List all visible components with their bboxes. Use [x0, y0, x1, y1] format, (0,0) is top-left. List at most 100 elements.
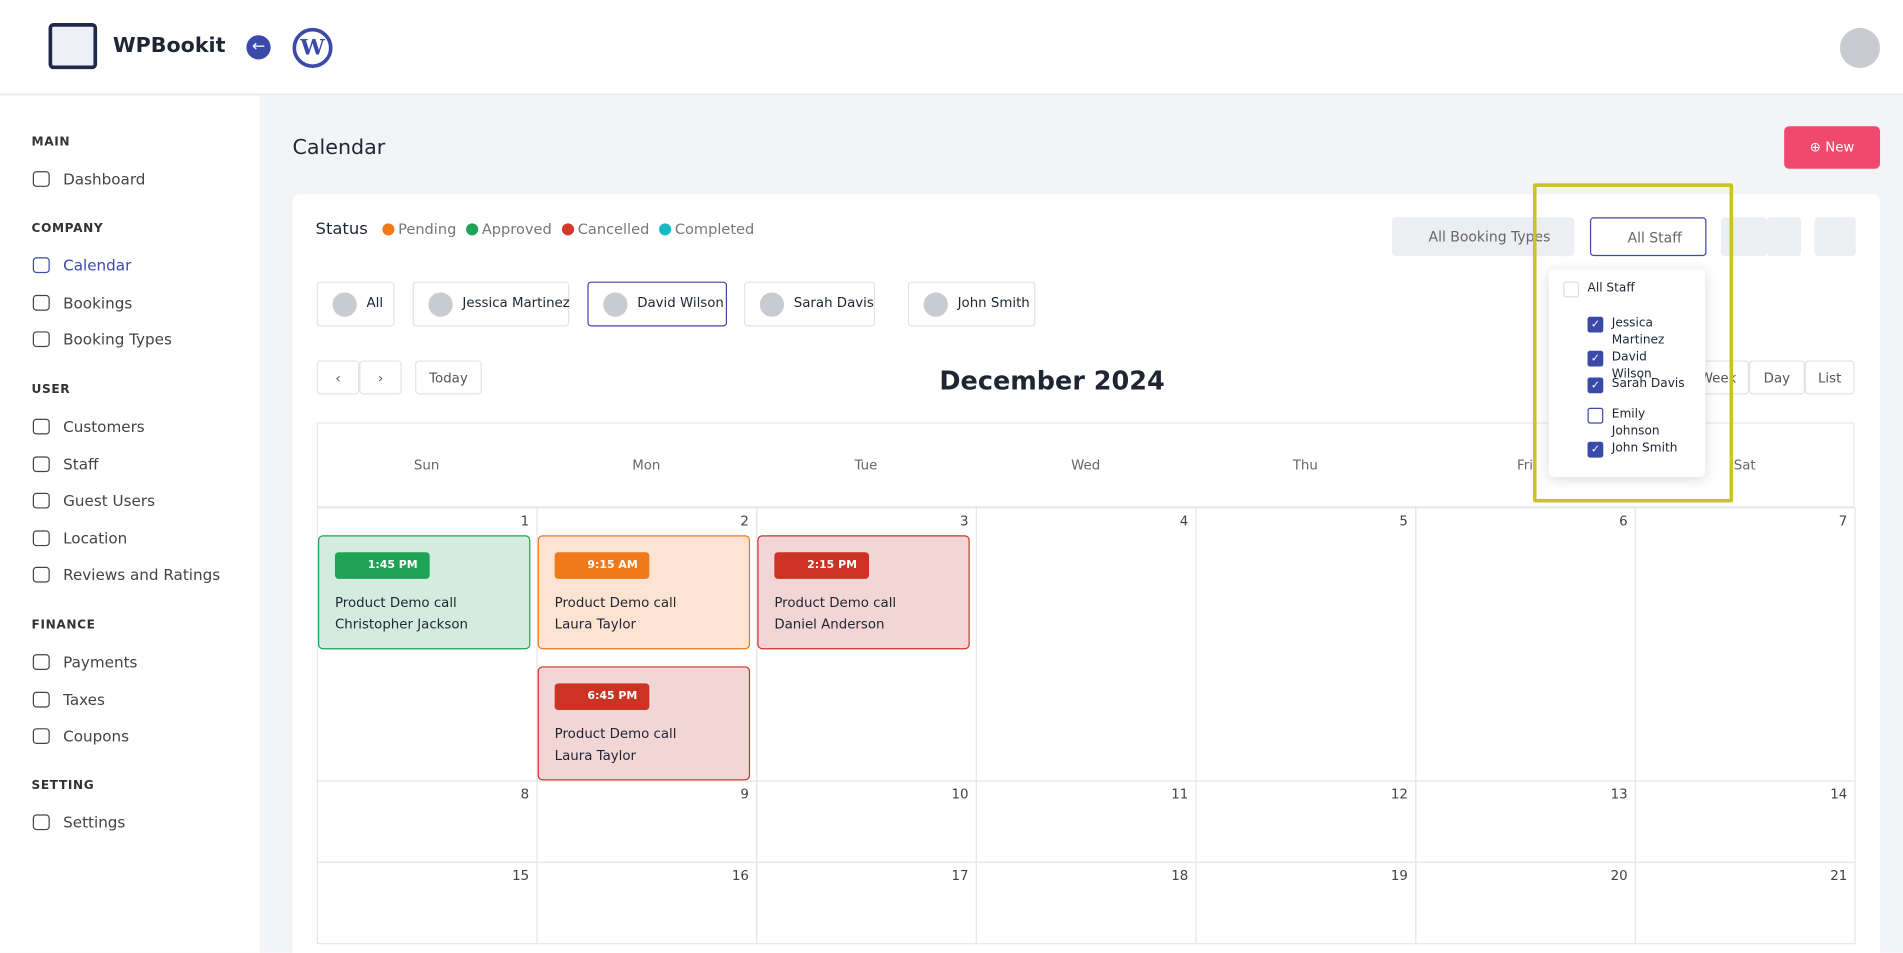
event-title: Product Demo call — [334, 594, 457, 611]
day-number: 6 — [1619, 513, 1628, 530]
view-button[interactable]: List — [1804, 360, 1855, 395]
event-title: Product Demo call — [554, 725, 677, 742]
month-title[interactable]: December 2024 — [939, 366, 1165, 396]
new-label: New — [1825, 139, 1855, 156]
checkbox[interactable] — [1563, 281, 1580, 298]
logo — [48, 23, 98, 70]
day-cell — [1195, 507, 1417, 782]
nav-item[interactable]: Payments — [63, 652, 138, 672]
day-number: 4 — [1179, 513, 1189, 530]
event-card[interactable]: 6:45 PM Product Demo call Laura Taylor — [537, 666, 751, 781]
checkbox[interactable]: ✓ — [1587, 316, 1604, 333]
checkbox[interactable]: ✓ — [1587, 441, 1604, 458]
view-button[interactable]: Day — [1748, 360, 1805, 395]
today-button[interactable]: Today — [415, 360, 482, 395]
staff-chip[interactable]: Sarah Davis — [743, 281, 876, 327]
status-name: Pending — [398, 220, 457, 238]
checkbox[interactable] — [1587, 407, 1604, 424]
event-card[interactable]: 2:15 PM Product Demo call Daniel Anderson — [757, 535, 970, 650]
back-button[interactable]: ← — [246, 35, 271, 60]
booking-type-filter[interactable]: All Booking Types — [1392, 217, 1575, 257]
nav-item[interactable]: Reviews and Ratings — [63, 565, 221, 584]
event-title: Product Demo call — [554, 594, 677, 611]
new-button[interactable]: ⊕ New — [1784, 126, 1881, 169]
dropdown-option[interactable]: John Smith — [1611, 441, 1678, 456]
event-time: 6:45 PM — [554, 683, 650, 711]
dropdown-option[interactable]: Jessica Martinez — [1611, 316, 1665, 348]
nav-item[interactable]: Coupons — [63, 727, 130, 746]
nav-item[interactable]: Taxes — [63, 689, 105, 709]
day-number: 21 — [1830, 867, 1848, 884]
nav-icon[interactable] — [32, 566, 50, 583]
event-person: Laura Taylor — [554, 747, 637, 764]
highlight-box — [1532, 183, 1734, 503]
page-title: Calendar — [292, 135, 386, 161]
nav-icon[interactable] — [32, 654, 50, 670]
nav-item[interactable]: Customers — [63, 417, 145, 436]
top-bar — [0, 0, 1903, 95]
staff-chip[interactable]: All — [316, 281, 395, 327]
event-person: Laura Taylor — [554, 616, 637, 633]
chip-avatar — [923, 292, 948, 317]
nav-icon[interactable] — [32, 492, 50, 509]
nav-icon[interactable] — [32, 814, 50, 831]
staff-chip[interactable]: John Smith — [907, 281, 1036, 327]
chip-name: John Smith — [957, 294, 1030, 311]
nav-icon[interactable] — [32, 331, 50, 348]
status-dot — [382, 223, 395, 236]
day-number: 14 — [1830, 786, 1848, 803]
day-number: 16 — [731, 867, 749, 884]
nav-item[interactable]: Staff — [63, 454, 99, 473]
prev-button[interactable]: ‹ — [316, 360, 360, 395]
brand: WPBookit — [112, 33, 226, 59]
weekday: Wed — [1071, 457, 1101, 474]
nav-icon[interactable] — [32, 294, 50, 311]
nav-item[interactable]: Settings — [63, 813, 126, 832]
section-heading: COMPANY — [31, 222, 104, 236]
status-name: Cancelled — [577, 220, 650, 238]
status-dot — [659, 223, 672, 236]
refresh-menu[interactable] — [1767, 217, 1802, 257]
day-number: 13 — [1610, 786, 1628, 803]
nav-item[interactable]: Dashboard — [63, 169, 146, 189]
event-time: 2:15 PM — [774, 552, 870, 579]
status-name: Approved — [481, 220, 552, 238]
checkbox[interactable]: ✓ — [1587, 350, 1604, 367]
status-dot — [561, 223, 575, 236]
section-heading: MAIN — [31, 135, 71, 150]
nav-icon[interactable] — [32, 257, 50, 274]
nav-icon[interactable] — [32, 418, 50, 435]
staff-chip[interactable]: David Wilson — [587, 281, 728, 327]
nav-item[interactable]: Location — [63, 528, 128, 547]
event-card[interactable]: 1:45 PM Product Demo call Christopher Jack… — [317, 535, 531, 650]
staff-chip[interactable]: Jessica Martinez — [412, 281, 570, 327]
nav-icon[interactable] — [32, 171, 50, 187]
dropdown-option[interactable]: Sarah Davis — [1611, 377, 1685, 391]
checkbox[interactable]: ✓ — [1587, 377, 1604, 394]
next-button[interactable]: › — [359, 360, 402, 395]
nav-item[interactable]: Calendar — [63, 256, 132, 275]
nav-icon[interactable] — [32, 728, 50, 744]
nav-icon[interactable] — [32, 455, 50, 472]
staff-filter[interactable]: All Staff — [1589, 217, 1707, 257]
day-number: 2 — [740, 513, 749, 530]
day-number: 18 — [1171, 867, 1189, 884]
dropdown-option[interactable]: David Wilson — [1611, 350, 1652, 382]
event-card[interactable]: 9:15 AM Product Demo call Laura Taylor — [537, 535, 751, 650]
user-avatar[interactable] — [1839, 27, 1881, 68]
event-time: 9:15 AM — [554, 552, 650, 579]
dropdown-option[interactable]: Emily Johnson — [1611, 407, 1660, 439]
nav-icon[interactable] — [32, 691, 50, 707]
refresh-button[interactable] — [1721, 217, 1768, 257]
print-button[interactable] — [1814, 217, 1856, 257]
weekday: Mon — [632, 457, 661, 474]
dropdown-option[interactable]: All Staff — [1587, 281, 1635, 295]
nav-item[interactable]: Bookings — [63, 293, 133, 312]
wp-logo[interactable]: W — [292, 27, 333, 68]
status-name: Completed — [674, 220, 755, 238]
nav-icon[interactable] — [32, 529, 50, 546]
nav-item[interactable]: Booking Types — [63, 330, 172, 349]
nav-item[interactable]: Guest Users — [63, 491, 155, 510]
